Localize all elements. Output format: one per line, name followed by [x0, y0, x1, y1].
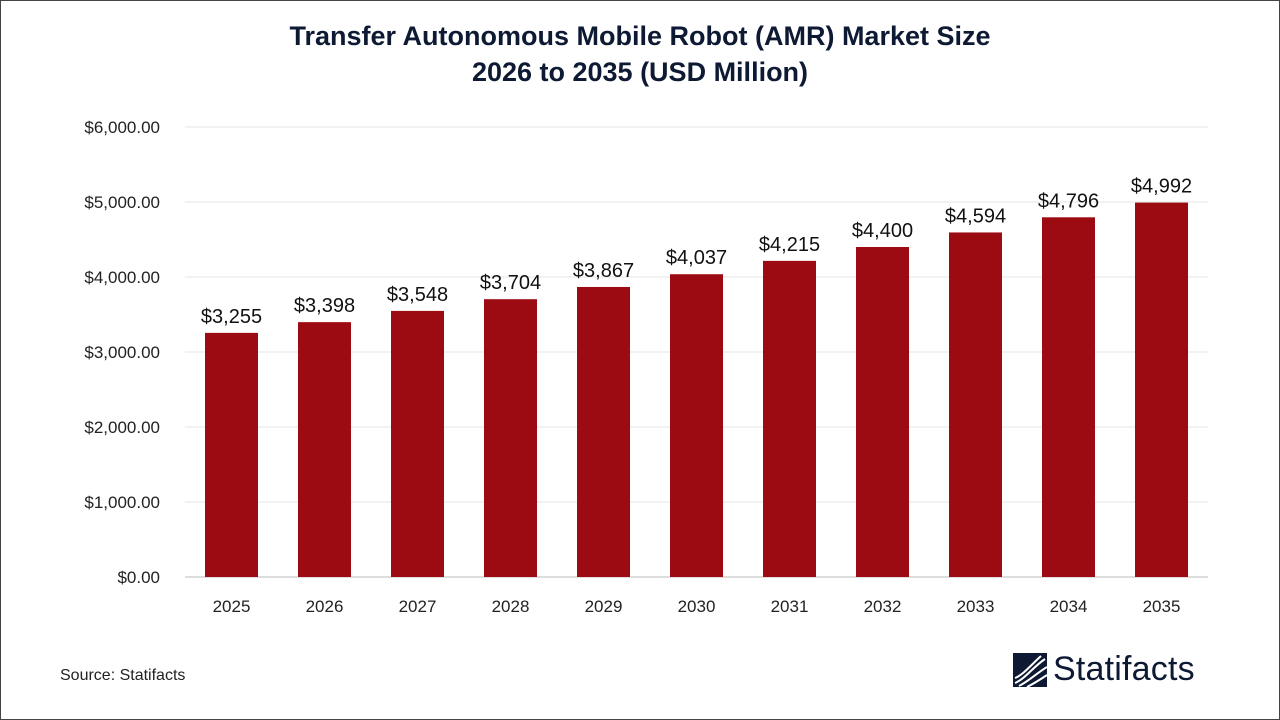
source-note: Source: Statifacts — [60, 667, 186, 684]
bar-2027 — [391, 310, 444, 577]
bar-2028 — [484, 299, 537, 577]
y-tick-label: $6,000.00 — [84, 118, 160, 137]
bar-2031 — [763, 260, 816, 577]
bar-2035 — [1135, 202, 1188, 577]
y-tick-label: $3,000.00 — [84, 343, 160, 362]
data-label: $3,255 — [201, 306, 262, 328]
y-tick-label: $4,000.00 — [84, 268, 160, 287]
data-label: $4,594 — [945, 205, 1006, 227]
data-label: $4,037 — [666, 247, 727, 269]
y-tick-label: $0.00 — [117, 568, 160, 587]
x-tick-label: 2029 — [585, 597, 623, 616]
data-label: $3,548 — [387, 284, 448, 306]
x-tick-label: 2028 — [492, 597, 530, 616]
bar-2032 — [856, 247, 909, 577]
x-tick-label: 2030 — [678, 597, 716, 616]
data-label: $3,867 — [573, 260, 634, 282]
x-tick-label: 2034 — [1050, 597, 1088, 616]
data-label: $4,992 — [1131, 176, 1192, 198]
bar-2033 — [949, 232, 1002, 577]
x-tick-label: 2033 — [957, 597, 995, 616]
x-tick-label: 2035 — [1143, 597, 1181, 616]
bar-2029 — [577, 286, 630, 577]
x-tick-label: 2027 — [399, 597, 437, 616]
x-tick-label: 2031 — [771, 597, 809, 616]
data-label: $4,400 — [852, 220, 913, 242]
y-tick-label: $1,000.00 — [84, 493, 160, 512]
bar-2026 — [298, 322, 351, 577]
bar-2030 — [670, 274, 723, 577]
y-tick-label: $2,000.00 — [84, 418, 160, 437]
bar-2025 — [205, 332, 258, 577]
x-tick-label: 2032 — [864, 597, 902, 616]
data-label: $4,796 — [1038, 190, 1099, 212]
statifacts-logo-icon — [1013, 652, 1047, 687]
x-tick-label: 2026 — [306, 597, 344, 616]
x-tick-label: 2025 — [213, 597, 251, 616]
chart-title: Transfer Autonomous Mobile Robot (AMR) M… — [289, 21, 991, 51]
data-label: $4,215 — [759, 234, 820, 256]
data-label: $3,398 — [294, 295, 355, 317]
statifacts-logo-text: Statifacts — [1053, 650, 1195, 688]
chart-subtitle: 2026 to 2035 (USD Million) — [471, 57, 809, 87]
data-label: $3,704 — [480, 272, 541, 294]
y-tick-label: $5,000.00 — [84, 193, 160, 212]
bar-2034 — [1042, 217, 1095, 578]
statifacts-logo: Statifacts — [1013, 650, 1195, 689]
